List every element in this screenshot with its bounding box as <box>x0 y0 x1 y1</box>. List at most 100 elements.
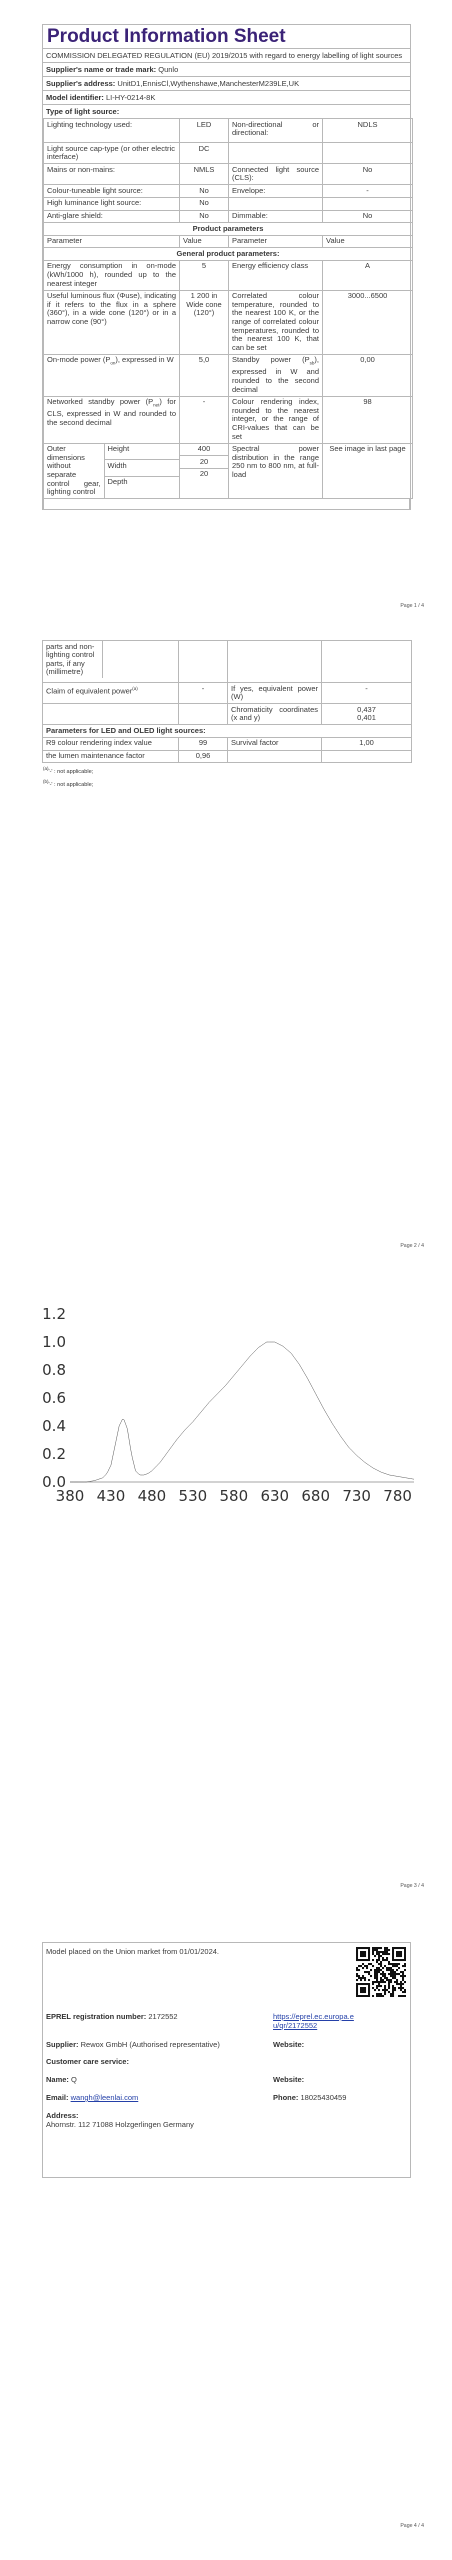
spectrum-band <box>155 1467 156 1482</box>
eprel-link[interactable]: https://eprel.ec.europa.eu/qr/2172552 <box>273 2012 354 2030</box>
spectrum-band <box>374 1469 375 1482</box>
spectrum-band <box>162 1460 163 1482</box>
cap-value: DC <box>179 141 229 165</box>
col-parameter-1: Parameter <box>43 234 180 249</box>
spectrum-band <box>403 1477 404 1482</box>
spectrum-band <box>367 1464 368 1482</box>
supplier-row: Supplier: Rewox GmbH (Authorised represe… <box>46 2040 220 2049</box>
spectrum-band <box>310 1384 311 1482</box>
spectrum-band <box>260 1346 261 1482</box>
spectrum-band <box>306 1376 307 1482</box>
spectrum-band <box>290 1353 291 1482</box>
email-link[interactable]: wangh@leenlai.com <box>70 2093 139 2102</box>
product-information-sheet: Product Information Sheet COMMISSION DEL… <box>42 24 413 511</box>
spectrum-band <box>231 1379 232 1482</box>
spectrum-band <box>400 1477 401 1482</box>
spectrum-band <box>319 1401 320 1482</box>
spectrum-band <box>291 1354 292 1482</box>
spectrum-band <box>352 1451 353 1482</box>
outer-dimensions-cell: Outer dimensions without separate contro… <box>43 442 180 500</box>
spectrum-band <box>113 1451 114 1482</box>
spectrum-band <box>174 1443 175 1482</box>
mains-value: NMLS <box>179 163 229 186</box>
spectrum-band <box>372 1468 373 1482</box>
spectrum-band <box>250 1356 251 1482</box>
spectrum-band <box>168 1451 169 1482</box>
spectrum-band <box>243 1364 244 1482</box>
eclass-value: A <box>322 259 413 291</box>
x-tick-label: 730 <box>342 1487 371 1505</box>
spectrum-band <box>329 1418 330 1482</box>
spectrum-band <box>239 1369 240 1482</box>
spectrum-band <box>230 1380 231 1482</box>
spectrum-band <box>277 1343 278 1482</box>
spectrum-band <box>126 1425 127 1482</box>
onmode-label: On-mode power (Pon), expressed in W <box>43 353 180 397</box>
placed-on-market: Model placed on the Union market from 01… <box>46 1947 220 1956</box>
spectrum-band <box>198 1415 199 1482</box>
spectrum-band <box>265 1343 266 1482</box>
spectrum-band <box>377 1470 378 1482</box>
spectrum-band <box>158 1465 159 1483</box>
spectrum-band <box>147 1474 148 1482</box>
spectrum-band <box>288 1351 289 1482</box>
spectrum-band <box>397 1476 398 1482</box>
spectrum-band <box>172 1446 173 1482</box>
spectrum-band <box>349 1448 350 1482</box>
spectrum-band <box>183 1432 184 1482</box>
spectrum-band <box>354 1453 355 1482</box>
spectrum-band <box>221 1390 222 1482</box>
spectrum-band <box>342 1439 343 1482</box>
spectrum-band <box>104 1476 105 1482</box>
spectrum-band <box>255 1351 256 1482</box>
spectrum-band <box>293 1356 294 1482</box>
supplier-name-row: Supplier's name or trade mark: Qunlo <box>43 62 410 76</box>
spectrum-band <box>196 1417 197 1482</box>
spectrum-band <box>267 1342 268 1482</box>
spectrum-band <box>290 1352 291 1482</box>
spectrum-band <box>216 1395 217 1482</box>
spectrum-band <box>335 1428 336 1482</box>
spectrum-band <box>121 1422 122 1482</box>
spectrum-band <box>122 1418 123 1482</box>
chroma-label: Chromaticity coordinates (x and y) <box>227 703 322 726</box>
qr-code-icon[interactable] <box>356 1947 406 1997</box>
spectrum-band <box>318 1399 319 1482</box>
spectrum-band <box>222 1388 223 1482</box>
spectrum-band <box>280 1345 281 1482</box>
email-label: Email: <box>46 2093 69 2102</box>
model-row: Model identifier: LI-HY-0214-8K <box>43 90 410 104</box>
spectrum-band <box>201 1412 202 1482</box>
spectrum-band <box>312 1388 313 1482</box>
spectrum-band <box>401 1477 402 1482</box>
spectrum-band <box>411 1479 412 1482</box>
spectrum-band <box>315 1393 316 1482</box>
spectrum-band <box>214 1397 215 1482</box>
spectrum-band <box>175 1442 176 1482</box>
spectrum-band <box>151 1471 152 1482</box>
spectrum-band <box>206 1406 207 1482</box>
r9-value: 99 <box>178 736 228 751</box>
spectrum-band <box>301 1368 302 1482</box>
outer-label: Outer dimensions without separate contro… <box>44 443 105 499</box>
dimension-values-cell: 400 20 20 <box>179 442 229 500</box>
spectrum-band <box>219 1392 220 1482</box>
spectrum-band <box>99 1479 100 1482</box>
spectrum-band <box>164 1456 165 1482</box>
spectrum-band <box>407 1478 408 1482</box>
spectrum-band <box>222 1389 223 1482</box>
spectrum-band <box>384 1473 385 1482</box>
spectrum-band <box>106 1474 107 1482</box>
spectrum-band <box>344 1442 345 1482</box>
spectrum-band <box>154 1469 155 1482</box>
spectrum-band <box>275 1342 276 1482</box>
spectrum-band <box>297 1362 298 1482</box>
page-number: Page 2 / 4 <box>400 1243 424 1249</box>
footnote-a: (a)'-' : not applicable; <box>43 766 94 776</box>
spectrum-band <box>412 1479 413 1482</box>
onmode-value: 5,0 <box>179 353 229 397</box>
spectrum-band <box>284 1347 285 1482</box>
spectrum-band <box>330 1421 331 1482</box>
spectrum-band <box>194 1419 195 1482</box>
cct-label: Correlated colour temperature, rounded t… <box>228 289 323 355</box>
